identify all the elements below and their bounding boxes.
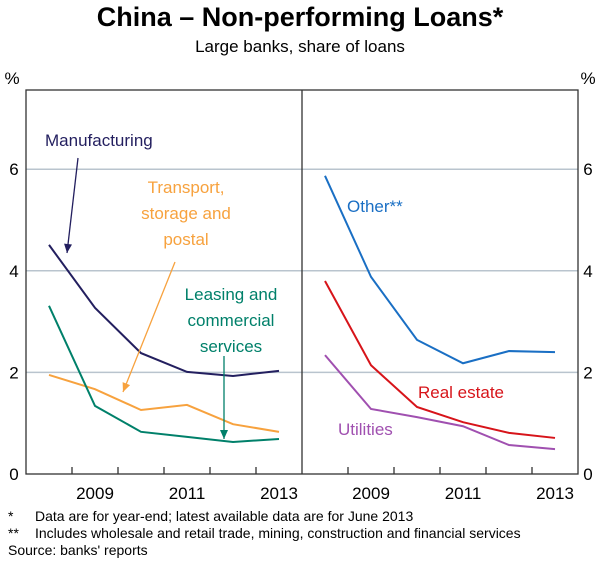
label-other: Other** (347, 197, 403, 216)
series-line-utilities (324, 354, 556, 451)
y-tick-label-right: 2 (583, 363, 592, 382)
x-tick-label: 2009 (352, 484, 390, 500)
x-tick-label: 2009 (76, 484, 114, 500)
arrow-manufacturing-line (66, 157, 79, 254)
source-note: Source: banks' reports (8, 542, 148, 558)
chart: 0 0 2 2 4 4 6 6% % 2009 2011 2013 2009 2011 2013 Manufa… (4, 69, 595, 500)
series-line-transport-storage-and-postal (48, 373, 280, 433)
label-leasing: Leasing and (185, 285, 278, 304)
arrow-leasing-head (220, 430, 228, 439)
arrow-transport-line (122, 261, 176, 393)
y-tick-label-right: 4 (583, 262, 592, 281)
footnote-2: ** Includes wholesale and retail trade, … (8, 525, 521, 542)
label-manufacturing: Manufacturing (45, 131, 153, 150)
label-utilities: Utilities (338, 420, 393, 439)
y-axis-unit-left: % (4, 69, 19, 88)
footnote-marker: * (8, 508, 14, 524)
y-tick-label-right: 6 (583, 160, 592, 179)
chart-title: China – Non-performing Loans* (96, 2, 504, 32)
y-tick-label-left: 6 (9, 160, 18, 179)
y-tick-label-left: 0 (9, 465, 18, 484)
arrow-transport-head (122, 382, 131, 392)
y-axis-unit-right: % (580, 69, 595, 88)
label-transport: Transport, (148, 178, 225, 197)
label-transport: postal (163, 230, 208, 249)
footnote-text: Data are for year-end; latest available … (35, 508, 414, 524)
label-leasing: commercial (188, 311, 275, 330)
series-line-other (324, 175, 556, 365)
arrow-manufacturing-head (64, 243, 73, 253)
footnotes: * Data are for year-end; latest availabl… (8, 508, 521, 559)
x-tick-label: 2013 (536, 484, 574, 500)
chart-subtitle: Large banks, share of loans (195, 37, 405, 56)
series-line-manufacturing (48, 244, 280, 377)
footnote-text: Includes wholesale and retail trade, min… (35, 525, 521, 541)
label-real-estate: Real estate (418, 383, 504, 402)
x-tick-label: 2011 (445, 484, 482, 500)
footnote-1: * Data are for year-end; latest availabl… (8, 508, 521, 525)
series-line-leasing-and-commercial-services (48, 305, 280, 443)
y-tick-label-right: 0 (583, 465, 592, 484)
label-leasing: services (200, 337, 262, 356)
y-tick-label-left: 4 (9, 262, 18, 281)
label-transport: storage and (141, 204, 231, 223)
x-tick-label: 2013 (260, 484, 298, 500)
x-tick-label: 2011 (169, 484, 206, 500)
y-tick-label-left: 2 (9, 363, 18, 382)
footnote-marker: ** (8, 525, 19, 541)
series-line-real-estate (324, 280, 556, 439)
